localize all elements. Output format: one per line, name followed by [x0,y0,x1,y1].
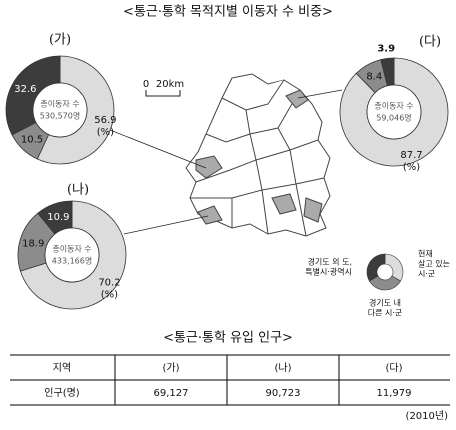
scale-start: 0 [143,79,149,90]
legend-swatch [366,253,386,282]
value-label: 8.4 [366,72,382,83]
table: <통근·통학 유입 인구> (2010년) 지역 (가) (나) (다) 인구(명) 69… [10,331,450,422]
chart-title: (나) [67,183,89,198]
legend-label: 특별시·광역시 [305,267,352,277]
unit-label: (%) [403,162,420,173]
legend-label: 경기도 외 도, [308,257,352,267]
donut-hole [44,227,100,283]
donut-hole [366,84,422,140]
table-header: (가) [162,362,179,374]
scale-bar: 0 20km [143,79,184,97]
map [109,73,343,237]
total-label: 총이동자 수 [374,101,413,111]
table-cell: 69,127 [154,388,189,399]
chart-title: (가) [49,33,71,48]
total-label: 총이동자 수 [40,99,79,109]
legend-label: 현재 [418,250,433,259]
value-label: 10.5 [21,134,43,145]
value-label: 3.9 [377,43,395,54]
legend-label: 살고 있는 [418,259,450,269]
scale-end: 20km [156,79,184,90]
value-label: 32.6 [14,84,36,95]
total-value: 433,166명 [52,256,92,266]
chart-title: (다) [419,35,441,50]
table-cell: 인구(명) [44,387,80,399]
total-value: 530,570명 [40,111,80,121]
donut-chart: (다) 87.7(%) 8.4 3.9 총이동자 수 59,046명 [339,35,449,173]
unit-label: (%) [101,290,118,301]
donut-chart: (가) 56.9(%) 10.5 32.6 총이동자 수 530,570명 [5,33,117,165]
table-cell: 11,979 [377,388,412,399]
table-header: 지역 [53,362,71,374]
total-label: 총이동자 수 [52,244,91,254]
table-cell: 90,723 [266,388,301,399]
donut-hole [32,82,88,138]
total-value: 59,046명 [376,113,411,123]
value-label: 70.2 [98,278,120,289]
table-header: (다) [385,362,402,374]
table-header: (나) [274,362,291,374]
value-label: 56.9 [94,115,116,126]
table-title: <통근·통학 유입 인구> [163,331,293,346]
unit-label: (%) [97,127,114,138]
donut-chart: (나) 70.2(%) 18.9 10.9 총이동자 수 433,166명 [17,183,127,310]
legend-label: 경기도 내 [369,298,401,308]
value-label: 18.9 [22,238,44,249]
legend-label: 시·군 [418,270,435,279]
main-title: <통근·통학 목적지별 이동자 수 비중> [123,5,333,20]
table-note: (2010년) [406,410,449,422]
value-label: 10.9 [47,212,69,223]
legend-label: 다른 시·군 [368,309,403,318]
value-label: 87.7 [400,150,422,161]
